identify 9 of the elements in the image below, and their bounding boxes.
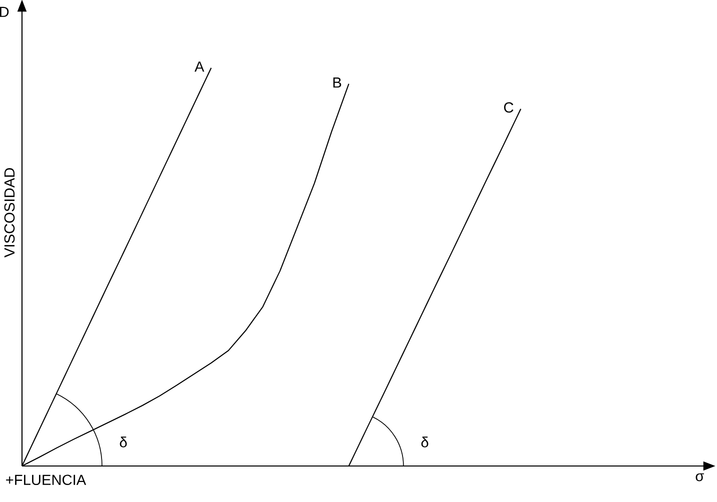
series-label: A xyxy=(194,62,204,72)
text: D xyxy=(0,6,9,17)
text: +FLUENCIA xyxy=(6,474,86,486)
annotation: δ xyxy=(421,436,428,448)
x-axis-title: σ xyxy=(696,473,704,482)
series-label: C xyxy=(504,102,514,113)
y-axis-title: VISCOSIDAD xyxy=(4,168,15,258)
series-label: B xyxy=(333,78,342,88)
annotation: δ xyxy=(120,436,127,448)
